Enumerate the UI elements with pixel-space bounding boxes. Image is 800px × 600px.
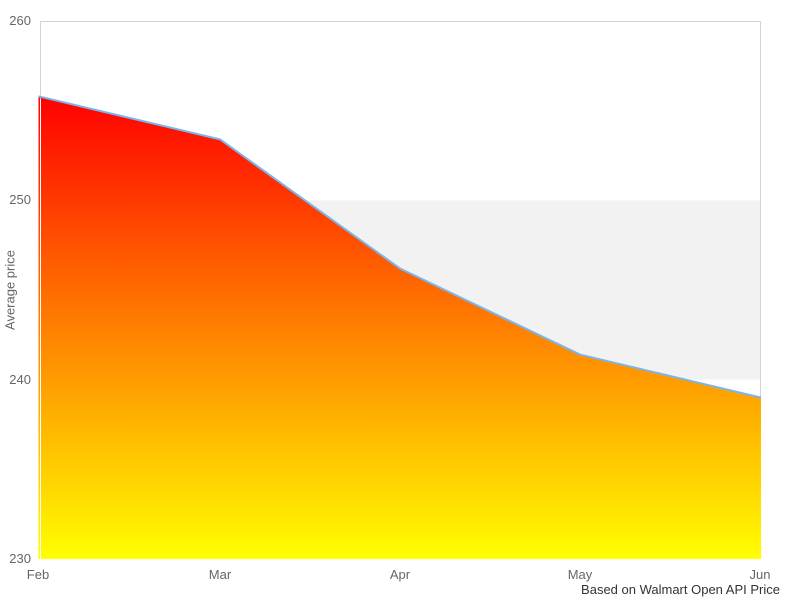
y-tick-label: 260 — [9, 13, 31, 28]
x-tick-label: Feb — [26, 567, 50, 582]
y-tick-label: 240 — [9, 371, 31, 387]
y-tick-label: 250 — [9, 192, 31, 208]
area-series — [38, 96, 761, 559]
x-tick-label: Apr — [389, 567, 411, 582]
x-tick-label: May — [567, 567, 593, 582]
y-tick-label: 230 — [9, 551, 31, 566]
chart-caption: Based on Walmart Open API Price — [581, 582, 780, 597]
x-tick-label: Jun — [749, 567, 771, 582]
y-axis-title: Average price — [2, 250, 18, 330]
x-tick-label: Mar — [208, 567, 232, 582]
price-line — [38, 95, 762, 399]
